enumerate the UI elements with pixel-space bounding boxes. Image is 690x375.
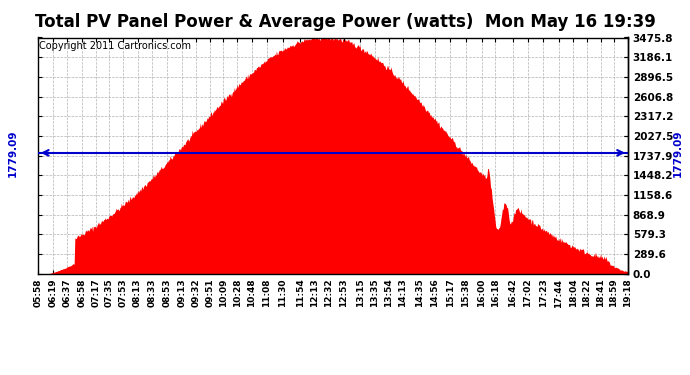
- Text: Total PV Panel Power & Average Power (watts)  Mon May 16 19:39: Total PV Panel Power & Average Power (wa…: [34, 13, 655, 31]
- Text: Copyright 2011 Cartronics.com: Copyright 2011 Cartronics.com: [39, 41, 191, 51]
- Text: 1779.09: 1779.09: [673, 129, 682, 177]
- Text: 1779.09: 1779.09: [8, 129, 17, 177]
